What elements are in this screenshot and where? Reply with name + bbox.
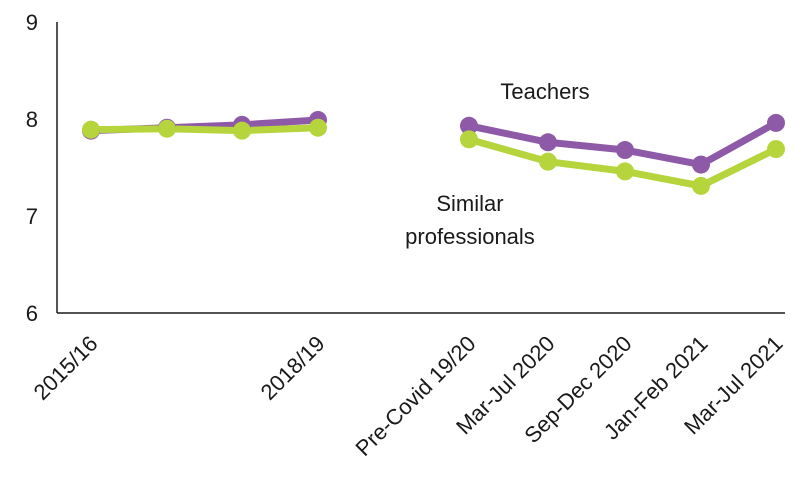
similar-professionals-point [309, 118, 327, 137]
x-tick-label: Pre-Covid 19/20 [350, 331, 480, 461]
similar-professionals-point [460, 130, 478, 149]
y-tick-label: 7 [26, 204, 38, 229]
similar-professionals-point [616, 162, 634, 181]
teachers-point [767, 113, 785, 132]
teachers-point [692, 155, 710, 174]
y-tick-label: 6 [26, 301, 38, 326]
similar-professionals-point [539, 152, 557, 171]
series-lines [87, 116, 780, 190]
similar-professionals-point [158, 119, 176, 138]
similar-professionals-point [233, 121, 251, 140]
similar-professionals-point [692, 176, 710, 195]
similar-professionals-point [82, 120, 100, 139]
series-annotation-label: Teachers [500, 79, 589, 104]
teachers-point [460, 116, 478, 135]
series-annotation-label: professionals [405, 224, 535, 249]
similar-professionals-point [767, 140, 785, 159]
y-tick-label: 9 [26, 10, 38, 35]
y-tick-label: 8 [26, 107, 38, 132]
similar-professionals-line [87, 124, 322, 135]
chart-axes [56, 22, 785, 314]
series-points [82, 110, 785, 195]
y-tick-labels: 6 7 8 9 [26, 10, 38, 326]
x-tick-label: 2015/16 [29, 331, 103, 405]
series-annotations: Teachers Similar professionals [405, 79, 589, 249]
teachers-point [539, 133, 557, 152]
series-annotation-label: Similar [436, 191, 503, 216]
teachers-point [616, 141, 634, 160]
x-tick-label: 2018/19 [256, 331, 330, 405]
